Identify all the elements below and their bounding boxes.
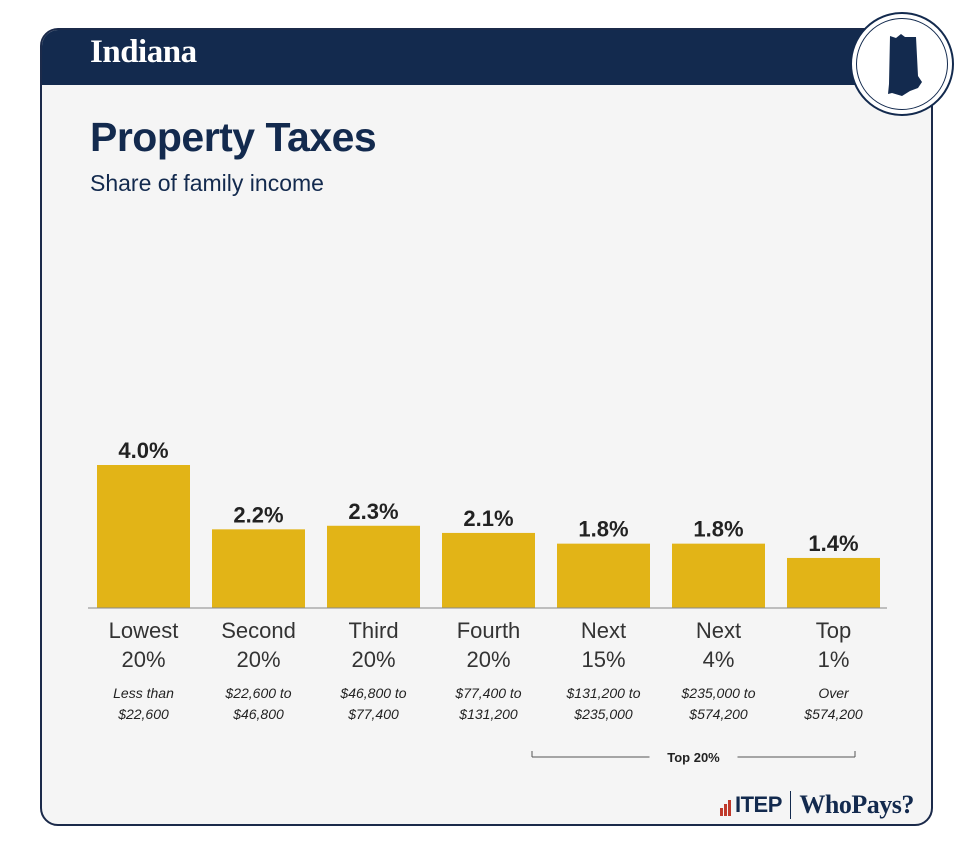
income-range-label: $46,800 (232, 706, 284, 722)
bar (212, 529, 305, 608)
state-name: Indiana (90, 34, 197, 70)
data-label: 1.8% (578, 517, 628, 542)
data-label: 2.3% (348, 499, 398, 524)
chart-title: Property Taxes (90, 114, 377, 160)
bar (672, 543, 765, 608)
category-label: Fourth (457, 618, 521, 643)
itep-logo-text: ITEP (735, 792, 782, 817)
income-range-label: $131,200 to (566, 685, 641, 701)
category-label: 20% (466, 647, 510, 672)
category-label: 15% (581, 647, 625, 672)
bar (787, 557, 880, 608)
data-label: 2.2% (233, 502, 283, 527)
category-label: 20% (236, 647, 280, 672)
income-range-label: $131,200 (458, 706, 518, 722)
category-label: Third (348, 618, 398, 643)
bar (327, 525, 420, 608)
category-label: Top (816, 618, 851, 643)
header-bar: Indiana (42, 30, 931, 85)
income-range-label: $46,800 to (339, 685, 406, 701)
category-label: 20% (351, 647, 395, 672)
chart-card: Indiana (40, 28, 933, 826)
indiana-map-icon (888, 34, 922, 96)
category-label: Second (221, 618, 296, 643)
income-range-label: $235,000 to (681, 685, 756, 701)
bar (97, 465, 190, 608)
income-range-label: Less than (113, 685, 174, 701)
category-label: Next (696, 618, 741, 643)
income-range-label: $77,400 (347, 706, 399, 722)
income-range-label: Over (818, 685, 850, 701)
data-label: 4.0% (118, 438, 168, 463)
category-label: 20% (121, 647, 165, 672)
data-label: 1.8% (693, 517, 743, 542)
data-label: 1.4% (808, 531, 858, 556)
income-range-label: $77,400 to (454, 685, 521, 701)
income-range-label: $22,600 to (224, 685, 291, 701)
chart-subtitle: Share of family income (90, 170, 324, 196)
category-label: Lowest (109, 618, 179, 643)
itep-bars-icon (720, 794, 732, 816)
footer-logo: ITEP WhoPays? (720, 790, 914, 820)
income-range-label: $574,200 (803, 706, 863, 722)
income-range-label: $235,000 (573, 706, 633, 722)
category-label: Next (581, 618, 626, 643)
category-label: 1% (818, 647, 850, 672)
state-badge (850, 12, 954, 116)
bar (442, 532, 535, 608)
data-label: 2.1% (463, 506, 513, 531)
logo-divider (789, 791, 792, 819)
income-range-label: $574,200 (688, 706, 748, 722)
income-range-label: $22,600 (117, 706, 169, 722)
bracket-label: Top 20% (667, 750, 720, 765)
category-label: 4% (703, 647, 735, 672)
bar (557, 543, 650, 608)
whopays-logo-text: WhoPays? (799, 790, 914, 819)
badge-ring (856, 18, 948, 110)
